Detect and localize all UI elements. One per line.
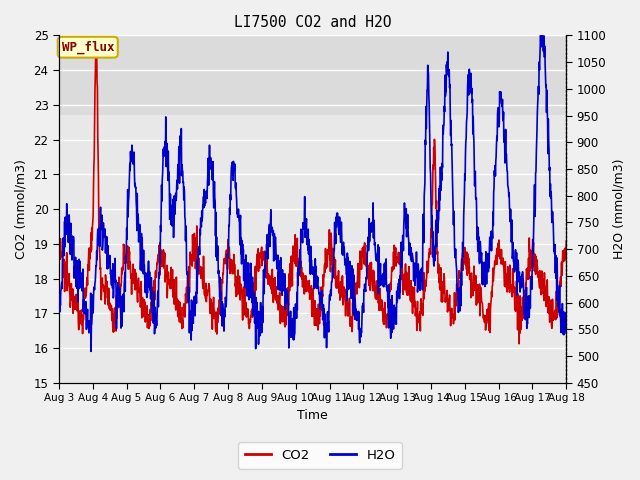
Text: WP_flux: WP_flux <box>61 40 114 54</box>
Y-axis label: H2O (mmol/m3): H2O (mmol/m3) <box>612 159 625 259</box>
Legend: CO2, H2O: CO2, H2O <box>238 443 402 468</box>
Y-axis label: CO2 (mmol/m3): CO2 (mmol/m3) <box>15 159 28 259</box>
Bar <box>59 36 566 115</box>
X-axis label: Time: Time <box>297 409 328 422</box>
Title: LI7500 CO2 and H2O: LI7500 CO2 and H2O <box>234 15 392 30</box>
